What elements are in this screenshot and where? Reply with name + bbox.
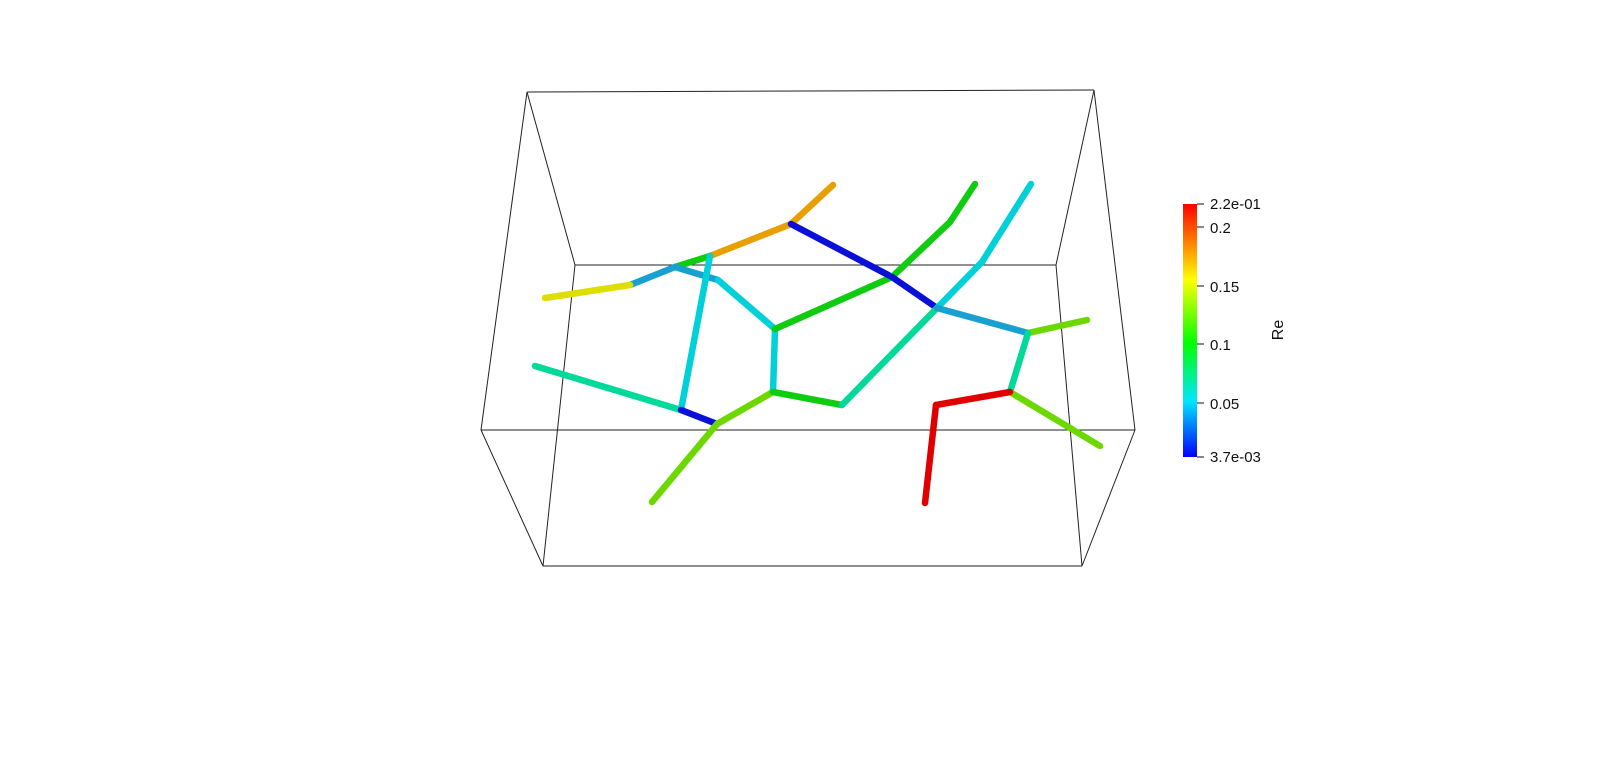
pipe-segment[interactable] bbox=[671, 252, 714, 271]
pipe-segment[interactable] bbox=[769, 388, 846, 409]
pipe-network bbox=[531, 180, 1104, 507]
pipe-segment[interactable] bbox=[888, 218, 954, 281]
pipe-segment[interactable] bbox=[714, 276, 779, 333]
pipe-segment[interactable] bbox=[671, 263, 722, 284]
pipe-segment[interactable] bbox=[531, 362, 685, 414]
colorbar-label: 0.1 bbox=[1210, 337, 1231, 354]
pipe-segment[interactable] bbox=[932, 388, 1014, 409]
colorbar-label: 0.15 bbox=[1210, 279, 1239, 296]
pipe-segment[interactable] bbox=[648, 420, 721, 506]
pipe-segment[interactable] bbox=[787, 220, 896, 281]
pipe-segment[interactable] bbox=[1006, 388, 1104, 450]
colorbar-label: 0.05 bbox=[1210, 396, 1239, 413]
color-legend: 2.2e-01 0.2 0.15 0.1 0.05 3.7e-03 Re bbox=[1183, 196, 1287, 466]
pipe-segment[interactable] bbox=[921, 401, 940, 507]
box-edge bbox=[526, 91, 576, 266]
colorbar-label-max: 2.2e-01 bbox=[1210, 196, 1261, 213]
box-edge bbox=[1055, 89, 1095, 266]
box-edge bbox=[542, 264, 576, 567]
box-edge bbox=[526, 89, 1095, 93]
pipe-segment[interactable] bbox=[769, 325, 779, 396]
pipe-segment[interactable] bbox=[888, 273, 941, 312]
box-edge bbox=[480, 429, 544, 567]
pipe-segment[interactable] bbox=[978, 180, 1035, 266]
pipe-segment[interactable] bbox=[706, 220, 795, 260]
colorbar-title: Re bbox=[1270, 320, 1287, 341]
pipe-segment[interactable] bbox=[626, 263, 679, 289]
pipe-segment[interactable] bbox=[771, 273, 896, 333]
colorbar-label-min: 3.7e-03 bbox=[1210, 449, 1261, 466]
pipe-segment[interactable] bbox=[838, 304, 941, 409]
pipe-segment[interactable] bbox=[1024, 316, 1091, 337]
box-edge bbox=[1093, 89, 1136, 431]
pipe-segment[interactable] bbox=[787, 181, 837, 228]
box-edge bbox=[1081, 429, 1136, 567]
pipe-segment[interactable] bbox=[1006, 329, 1032, 396]
colorbar bbox=[1183, 204, 1197, 457]
box-edge bbox=[480, 91, 528, 431]
box-edge bbox=[1055, 264, 1083, 567]
pipe-segment[interactable] bbox=[713, 388, 777, 428]
pipe-segment[interactable] bbox=[677, 252, 714, 414]
pipe-segment[interactable] bbox=[541, 281, 634, 302]
pipe-segment[interactable] bbox=[933, 258, 986, 312]
pipe-segment[interactable] bbox=[946, 180, 979, 226]
colorbar-label: 0.2 bbox=[1210, 220, 1231, 237]
pipe-segment[interactable] bbox=[933, 304, 1032, 337]
pipe-segment[interactable] bbox=[677, 406, 721, 428]
